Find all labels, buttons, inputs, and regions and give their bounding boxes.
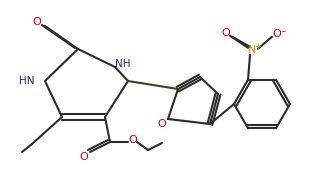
Text: HN: HN	[20, 76, 35, 86]
Text: +: +	[255, 42, 261, 51]
Text: O: O	[158, 119, 166, 129]
Text: O: O	[222, 28, 230, 38]
Text: -: -	[281, 26, 285, 36]
Text: O: O	[80, 152, 88, 162]
Text: NH: NH	[115, 59, 131, 69]
Text: O: O	[129, 135, 137, 145]
Text: N: N	[248, 45, 256, 55]
Text: O: O	[33, 17, 41, 27]
Text: O: O	[273, 29, 281, 39]
